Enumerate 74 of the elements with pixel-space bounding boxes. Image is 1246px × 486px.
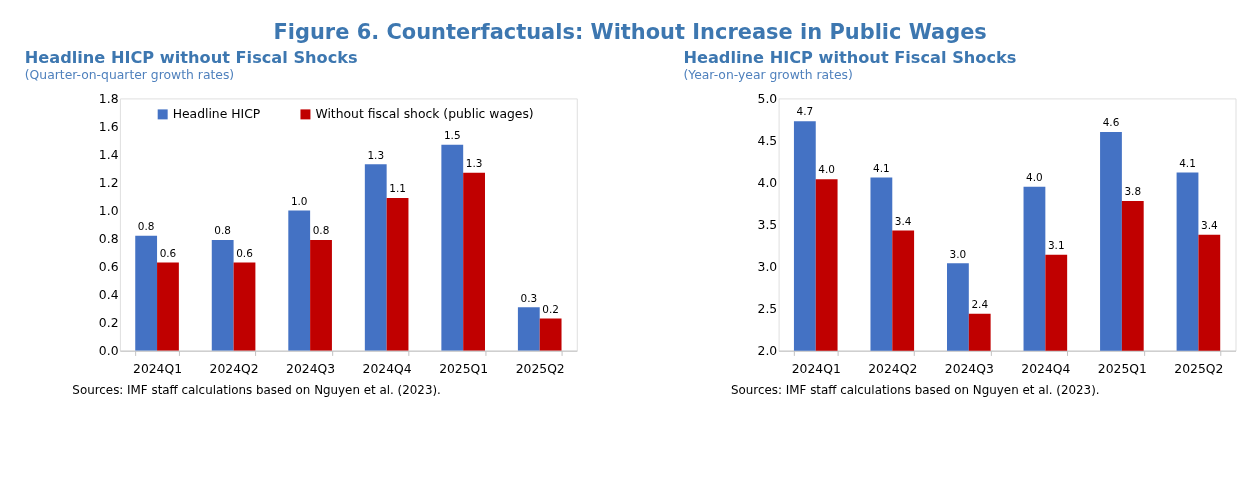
- y-tick-label: 2.5: [757, 301, 778, 316]
- data-label: 0.2: [542, 302, 559, 315]
- bar: [517, 307, 540, 351]
- y-tick-label: 0.6: [98, 259, 119, 274]
- data-label: 4.0: [818, 163, 835, 176]
- data-label: 3.1: [1047, 239, 1065, 252]
- bar: [539, 318, 562, 351]
- chart-title: Headline HICP without Fiscal Shocks: [24, 48, 358, 68]
- data-label: 1.1: [389, 182, 406, 195]
- y-tick-label: 0.0: [98, 343, 119, 358]
- x-tick-label: 2024Q3: [286, 362, 336, 377]
- x-tick-label: 2025Q2: [1174, 362, 1224, 377]
- data-label: 4.0: [1026, 171, 1043, 184]
- source-note: Sources: IMF staff calculations based on Nguyen et al. (2023).: [731, 383, 1100, 398]
- data-label: 0.8: [214, 224, 232, 237]
- bar: [310, 239, 332, 351]
- data-label: 1.3: [367, 148, 385, 161]
- data-label: 4.7: [796, 105, 814, 118]
- bar: [157, 262, 179, 351]
- bar: [233, 262, 256, 351]
- x-tick-label: 2024Q4: [1021, 362, 1071, 377]
- x-tick-label: 2025Q1: [1097, 362, 1147, 377]
- y-tick-label: 1.6: [98, 119, 119, 134]
- data-label: 0.8: [312, 224, 330, 237]
- x-tick-label: 2025Q1: [439, 362, 489, 377]
- data-label: 4.1: [873, 161, 890, 174]
- data-label: 0.6: [159, 246, 177, 259]
- data-label: 1.5: [443, 128, 461, 141]
- bar: [364, 164, 387, 351]
- x-tick-label: 2024Q3: [944, 362, 994, 377]
- y-tick-label: 1.8: [98, 91, 119, 106]
- y-tick-label: 4.5: [757, 133, 778, 148]
- data-label: 2.4: [971, 297, 989, 310]
- y-tick-label: 3.0: [757, 259, 778, 274]
- data-label: 1.0: [290, 194, 308, 207]
- x-tick-label: 2025Q2: [515, 362, 565, 377]
- y-tick-label: 5.0: [757, 91, 778, 106]
- bar: [386, 197, 409, 351]
- y-tick-label: 1.2: [98, 175, 119, 190]
- bar: [441, 144, 464, 351]
- legend-label: Headline HICP: [172, 107, 261, 122]
- chart-subtitle: (Quarter-on-quarter growth rates): [24, 68, 235, 83]
- caption: Figure 6. Counterfactuals: Without Increase in Public Wages: [273, 19, 987, 44]
- data-label: 4.6: [1102, 116, 1120, 129]
- bar: [463, 172, 485, 351]
- bar: [211, 239, 234, 351]
- data-label: 3.4: [1200, 218, 1218, 231]
- bar: [135, 235, 158, 351]
- data-label: 4.1: [1179, 156, 1196, 169]
- data-label: 0.8: [137, 220, 155, 233]
- data-label: 3.0: [949, 247, 967, 260]
- data-label: 3.4: [894, 214, 912, 227]
- x-tick-label: 2024Q4: [362, 362, 412, 377]
- source-note: Sources: IMF staff calculations based on Nguyen et al. (2023).: [72, 383, 441, 398]
- y-tick-label: 2.0: [757, 343, 778, 358]
- bar: [288, 210, 311, 351]
- y-tick-label: 0.4: [98, 287, 119, 302]
- data-label: 0.3: [520, 291, 538, 304]
- x-tick-label: 2024Q2: [209, 362, 259, 377]
- chart-subtitle: (Year-on-year growth rates): [683, 68, 853, 83]
- y-tick-label: 1.0: [98, 203, 119, 218]
- data-label: 1.3: [465, 157, 483, 169]
- y-tick-label: 4.0: [757, 175, 778, 190]
- y-tick-label: 1.4: [98, 147, 119, 162]
- data-label: 3.8: [1124, 185, 1142, 198]
- y-tick-label: 0.8: [98, 231, 119, 246]
- data-label: 0.6: [236, 246, 253, 259]
- legend-label: Without fiscal shock (public wages): [315, 107, 534, 122]
- x-tick-label: 2024Q2: [868, 362, 918, 377]
- x-tick-label: 2024Q1: [791, 362, 841, 377]
- chart-title: Headline HICP without Fiscal Shocks: [683, 48, 1017, 68]
- y-tick-label: 3.5: [757, 217, 778, 232]
- y-tick-label: 0.2: [98, 315, 119, 330]
- x-tick-label: 2024Q1: [133, 362, 183, 377]
